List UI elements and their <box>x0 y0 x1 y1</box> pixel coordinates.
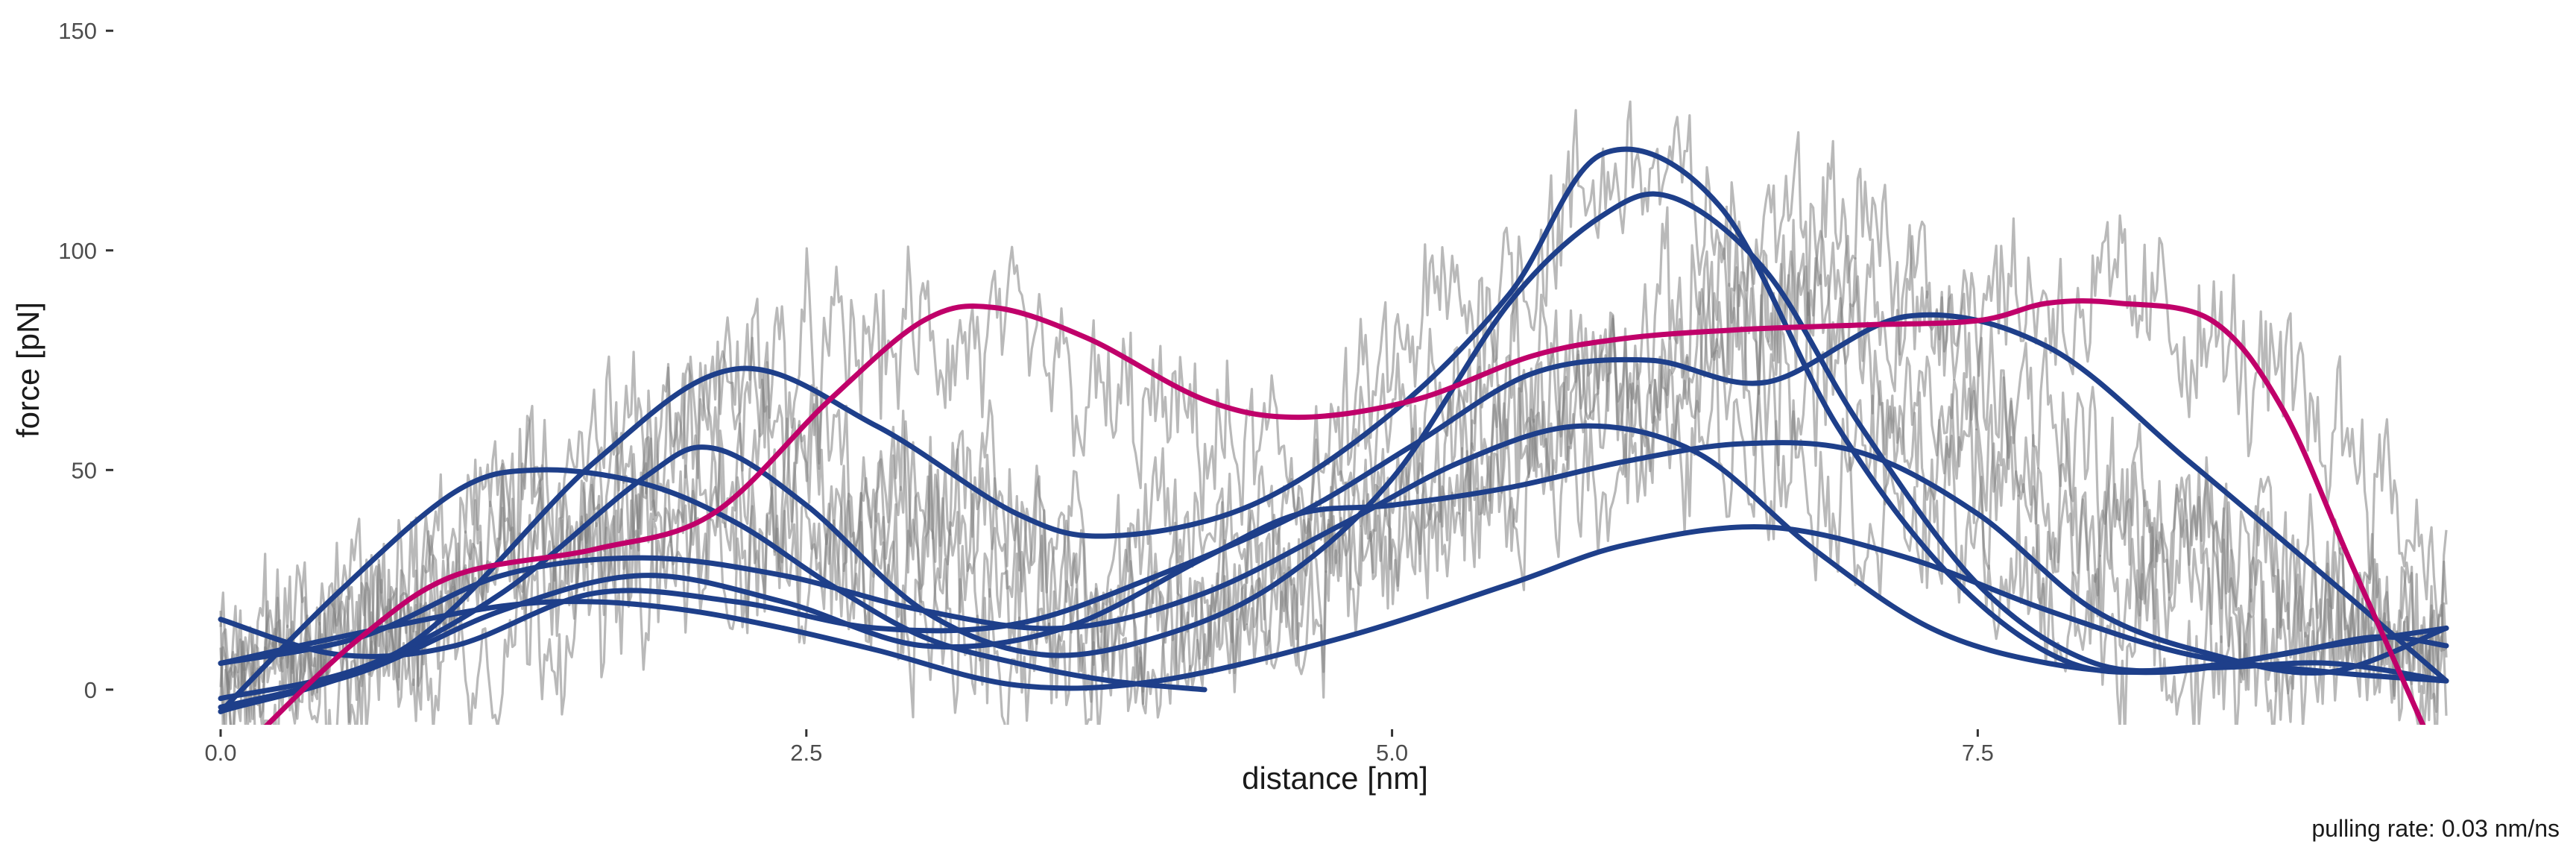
axes-layer: 0 50 100 150 0.0 2.5 5.0 7.5 <box>58 18 1994 766</box>
fit-curve-2 <box>218 524 2449 691</box>
fitted-curves-layer <box>218 146 2449 725</box>
y-tick-label: 50 <box>72 457 97 483</box>
y-tick-label: 100 <box>58 238 97 264</box>
raw-traces-layer <box>219 100 2448 725</box>
fit-curve-4 <box>218 191 2449 702</box>
y-axis-title: force [pN] <box>10 302 45 438</box>
x-tick-label: 7.5 <box>1962 740 1994 766</box>
x-tick-label: 2.5 <box>790 740 822 766</box>
y-tick-label: 0 <box>84 677 97 703</box>
highlight-fit-curve <box>263 298 2426 725</box>
x-axis-title: distance [nm] <box>1242 761 1428 796</box>
fit-curve-5 <box>218 312 2449 684</box>
fit-curve-7 <box>218 440 2449 710</box>
fit-curve-6 <box>218 423 2449 676</box>
x-tick-label: 5.0 <box>1376 740 1408 766</box>
x-tick-label: 0.0 <box>204 740 236 766</box>
y-tick-label: 150 <box>58 18 97 44</box>
caption: pulling rate: 0.03 nm/ns <box>2311 815 2560 842</box>
raw-trace-4 <box>219 214 2448 725</box>
raw-trace-5 <box>219 349 2448 725</box>
fit-curve-3 <box>218 146 2449 714</box>
fit-curve-1 <box>218 467 1208 714</box>
